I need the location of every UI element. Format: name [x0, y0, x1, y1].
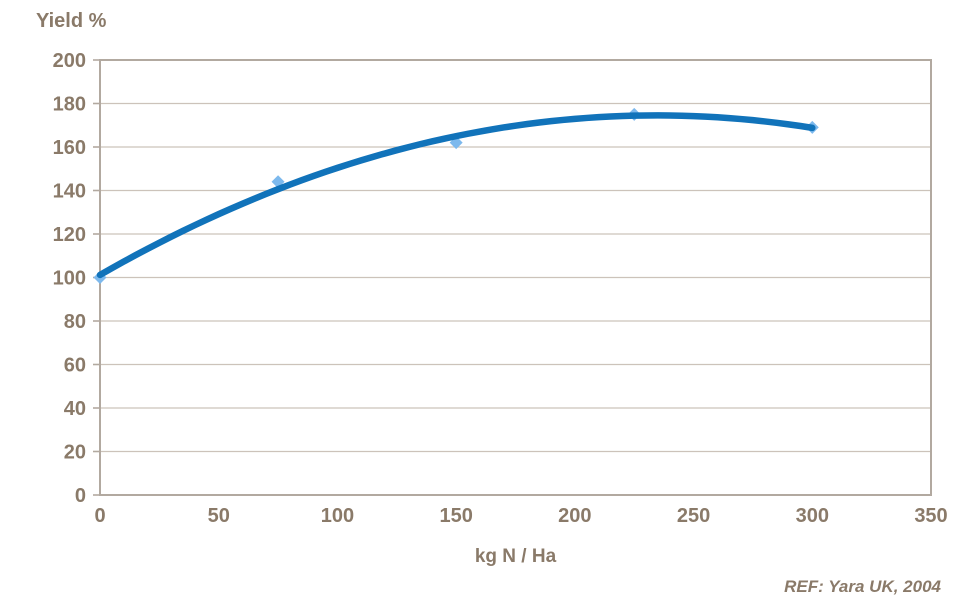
- x-axis-title: kg N / Ha: [474, 546, 557, 567]
- x-tick-label: 150: [439, 505, 472, 527]
- x-tick-label: 0: [94, 505, 105, 527]
- x-tick-label: 250: [677, 505, 710, 527]
- y-tick-label: 100: [53, 268, 86, 290]
- trendline-curve: [96, 112, 816, 279]
- y-tick-label: 0: [75, 485, 86, 507]
- y-tick-label: 20: [64, 442, 86, 464]
- x-tick-label: 200: [558, 505, 591, 527]
- y-tick-label: 40: [64, 398, 86, 420]
- x-tick-label: 300: [796, 505, 829, 527]
- x-tick-label: 350: [914, 505, 947, 527]
- chart-title: Yield %: [36, 10, 107, 32]
- y-tick-label: 140: [53, 181, 86, 203]
- x-tick-label: 50: [208, 505, 230, 527]
- y-tick-label: 160: [53, 137, 86, 159]
- reference-note: REF: Yara UK, 2004: [784, 577, 941, 596]
- y-tick-label: 60: [64, 355, 86, 377]
- y-tick-label: 80: [64, 311, 86, 333]
- y-tick-label: 180: [53, 94, 86, 116]
- x-tick-label: 100: [321, 505, 354, 527]
- y-tick-label: 200: [53, 50, 86, 72]
- y-tick-label: 120: [53, 224, 86, 246]
